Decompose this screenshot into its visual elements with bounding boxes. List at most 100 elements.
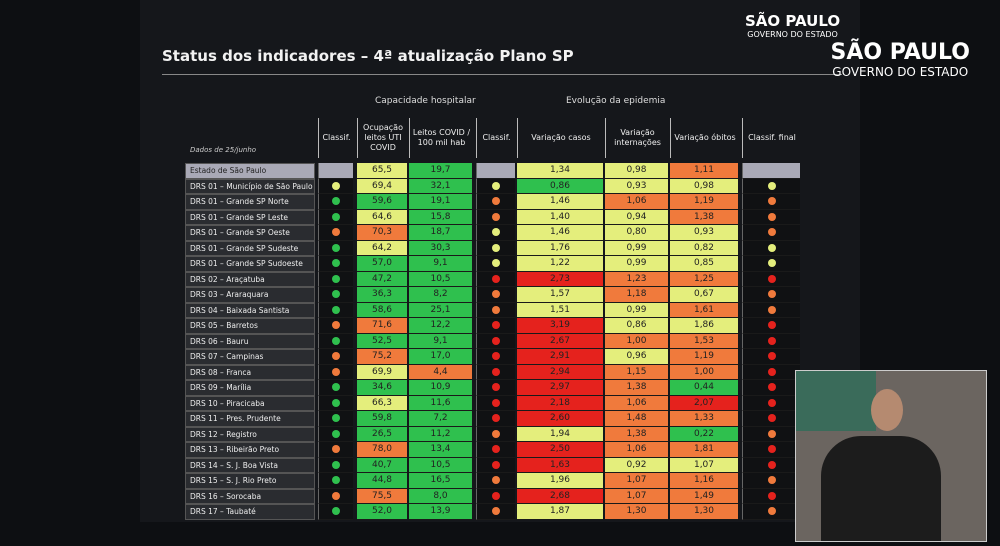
status-dot bbox=[332, 398, 340, 407]
value-cell: 75,5 bbox=[357, 488, 407, 504]
classif-cell bbox=[318, 194, 353, 210]
value-cell: 1,76 bbox=[517, 240, 603, 256]
status-dot bbox=[767, 429, 776, 438]
classif-cell bbox=[476, 209, 515, 225]
classif-cell bbox=[742, 287, 800, 303]
classif-cell bbox=[318, 473, 353, 489]
row-label: DRS 01 – Grande SP Leste bbox=[185, 209, 315, 225]
status-dot bbox=[492, 414, 500, 423]
value-cell: 1,30 bbox=[605, 504, 668, 520]
status-dot bbox=[767, 197, 776, 206]
row-label: DRS 02 – Araçatuba bbox=[185, 271, 315, 287]
value-cell: 40,7 bbox=[357, 457, 407, 473]
value-cell: 1,38 bbox=[605, 426, 668, 442]
classif-cell bbox=[742, 364, 800, 380]
value-cell: 0,85 bbox=[670, 256, 738, 272]
row-label: DRS 03 – Araraquara bbox=[185, 287, 315, 303]
classif-cell bbox=[742, 225, 800, 241]
row-label: DRS 12 – Registro bbox=[185, 426, 315, 442]
classif-cell bbox=[742, 488, 800, 504]
value-cell: 69,9 bbox=[357, 364, 407, 380]
value-cell: 58,6 bbox=[357, 302, 407, 318]
column-header: Leitos COVID / 100 mil hab bbox=[409, 118, 473, 158]
value-cell: 1,15 bbox=[605, 364, 668, 380]
row-label: DRS 01 – Grande SP Norte bbox=[185, 194, 315, 210]
value-cell: 10,5 bbox=[409, 271, 472, 287]
value-cell: 1,38 bbox=[670, 209, 738, 225]
row-label: DRS 10 – Piracicaba bbox=[185, 395, 315, 411]
value-cell: 0,98 bbox=[670, 178, 738, 194]
value-cell: 1,07 bbox=[605, 473, 668, 489]
status-dot bbox=[332, 181, 340, 190]
column-header: Variação casos bbox=[517, 118, 604, 158]
status-dot bbox=[332, 212, 340, 221]
classif-cell bbox=[742, 426, 800, 442]
value-cell: 52,0 bbox=[357, 504, 407, 520]
value-cell: 1,63 bbox=[517, 457, 603, 473]
status-dot bbox=[492, 507, 500, 516]
status-dot bbox=[767, 305, 776, 314]
classif-cell bbox=[318, 209, 353, 225]
classif-cell bbox=[318, 395, 353, 411]
classif-cell bbox=[318, 349, 353, 365]
value-cell: 0,93 bbox=[670, 225, 738, 241]
value-cell: 0,94 bbox=[605, 209, 668, 225]
classif-cell bbox=[476, 426, 515, 442]
value-cell: 9,1 bbox=[409, 256, 472, 272]
classif-cell bbox=[476, 504, 515, 520]
status-dot bbox=[332, 383, 340, 392]
value-cell: 1,81 bbox=[670, 442, 738, 458]
classif-cell bbox=[742, 473, 800, 489]
classif-cell bbox=[476, 318, 515, 334]
classif-cell bbox=[318, 504, 353, 520]
status-dot bbox=[767, 243, 776, 252]
column-header: Classif. bbox=[318, 118, 354, 158]
value-cell: 57,0 bbox=[357, 256, 407, 272]
classif-cell bbox=[742, 442, 800, 458]
value-cell: 1,18 bbox=[605, 287, 668, 303]
value-cell: 3,19 bbox=[517, 318, 603, 334]
value-cell: 4,4 bbox=[409, 364, 472, 380]
value-cell: 0,99 bbox=[605, 302, 668, 318]
classif-cell bbox=[742, 256, 800, 272]
status-dot bbox=[767, 181, 776, 190]
status-dot bbox=[767, 259, 776, 268]
value-cell: 7,2 bbox=[409, 411, 472, 427]
status-dot bbox=[492, 460, 500, 469]
status-dot bbox=[492, 181, 500, 190]
row-label: DRS 17 – Taubaté bbox=[185, 504, 315, 520]
value-cell: 1,34 bbox=[517, 163, 603, 179]
logo-subtitle: GOVERNO DO ESTADO bbox=[832, 65, 969, 79]
classif-cell bbox=[742, 271, 800, 287]
value-cell: 0,86 bbox=[605, 318, 668, 334]
slide-logo: SÃO PAULO GOVERNO DO ESTADO bbox=[745, 12, 840, 39]
value-cell: 32,1 bbox=[409, 178, 472, 194]
column-header: Classif. final bbox=[742, 118, 801, 158]
status-dot bbox=[492, 429, 500, 438]
row-label: DRS 11 – Pres. Prudente bbox=[185, 411, 315, 427]
status-dot bbox=[767, 414, 776, 423]
status-dot bbox=[767, 212, 776, 221]
status-dot bbox=[332, 321, 340, 330]
value-cell: 1,40 bbox=[517, 209, 603, 225]
status-dot bbox=[492, 336, 500, 345]
column-header: Variação internações bbox=[605, 118, 669, 158]
status-dot bbox=[767, 321, 776, 330]
value-cell: 0,22 bbox=[670, 426, 738, 442]
classif-cell bbox=[318, 240, 353, 256]
value-cell: 1,53 bbox=[670, 333, 738, 349]
classif-cell bbox=[742, 178, 800, 194]
value-cell: 69,4 bbox=[357, 178, 407, 194]
value-cell: 52,5 bbox=[357, 333, 407, 349]
status-dot bbox=[767, 228, 776, 237]
value-cell: 13,4 bbox=[409, 442, 472, 458]
classif-cell bbox=[742, 411, 800, 427]
value-cell: 0,80 bbox=[605, 225, 668, 241]
status-dot bbox=[332, 274, 340, 283]
row-label: DRS 05 – Barretos bbox=[185, 318, 315, 334]
value-cell: 1,22 bbox=[517, 256, 603, 272]
interpreter-video bbox=[795, 370, 987, 542]
classif-cell bbox=[318, 271, 353, 287]
status-dot bbox=[767, 352, 776, 361]
classif-cell bbox=[318, 488, 353, 504]
